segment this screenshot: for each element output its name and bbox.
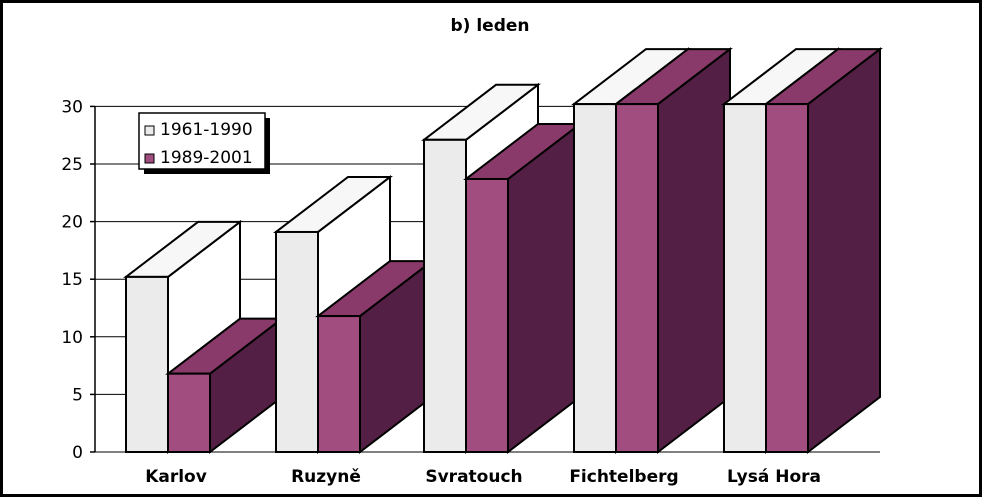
x-axis-labels: Karlov Ruzyně Svratouch Fichtelberg Lysá Hor…	[145, 467, 821, 487]
legend-swatch	[144, 125, 155, 136]
y-tick-label: 10	[61, 328, 83, 348]
bar-front	[723, 103, 767, 453]
y-tick-label: 0	[72, 443, 83, 463]
bar-front	[573, 103, 617, 453]
legend-box	[138, 112, 266, 170]
y-axis: 0 5 10 15 20 25 30	[61, 97, 96, 463]
bar-side	[807, 47, 881, 455]
legend-label: 1989-2001	[160, 148, 253, 168]
legend: 1961-1990 1989-2001	[138, 112, 270, 174]
x-tick-label: Fichtelberg	[569, 467, 678, 487]
bar	[463, 121, 583, 455]
bar-front	[423, 138, 467, 453]
bar-front	[317, 315, 361, 453]
x-tick-label: Ruzyně	[291, 467, 361, 487]
y-tick-label: 15	[61, 270, 83, 290]
bar-front	[765, 103, 809, 453]
legend-label: 1961-1990	[160, 120, 253, 140]
y-tick-label: 5	[72, 385, 83, 405]
bar	[763, 47, 883, 455]
bar-front	[465, 177, 509, 453]
bars	[123, 47, 883, 455]
x-tick-label: Svratouch	[425, 467, 522, 487]
bar-front	[167, 372, 211, 453]
legend-swatch	[144, 153, 155, 164]
y-tick-label: 30	[61, 97, 83, 117]
chart-title: b) leden	[450, 16, 529, 36]
x-tick-label: Karlov	[145, 467, 207, 487]
x-tick-label: Lysá Hora	[727, 467, 821, 487]
bar-front	[615, 103, 659, 453]
bar-front	[125, 275, 169, 453]
bar-side	[507, 121, 581, 455]
bar-front	[275, 230, 319, 453]
bar	[613, 47, 733, 455]
y-tick-label: 20	[61, 213, 83, 233]
bar-side	[657, 47, 731, 455]
y-tick-label: 25	[61, 155, 83, 175]
